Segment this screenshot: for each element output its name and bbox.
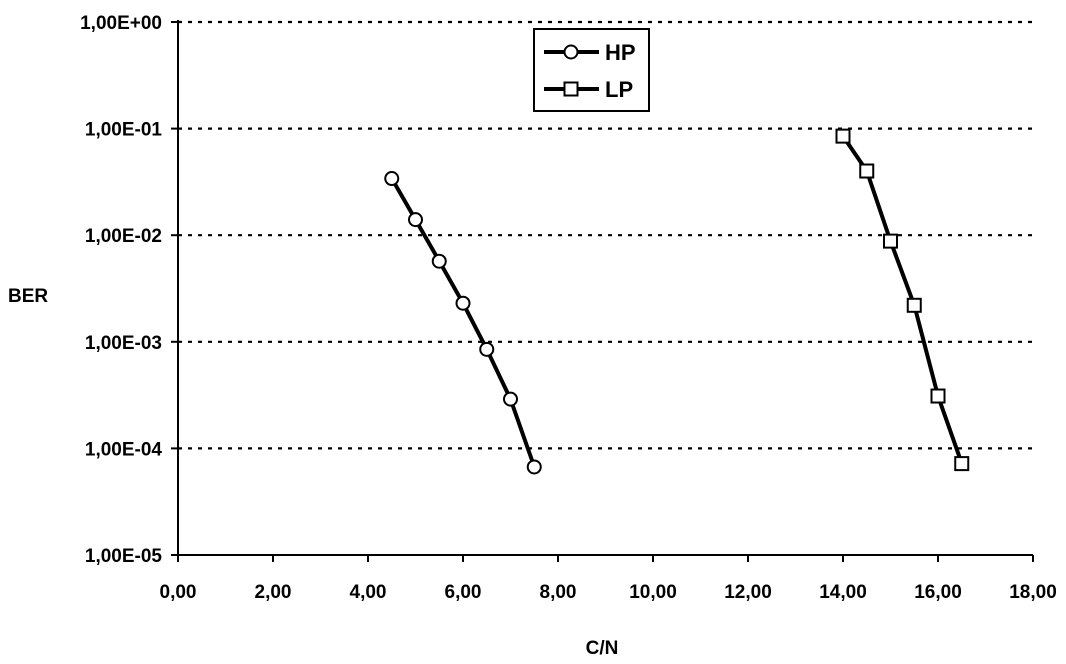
series — [384, 128, 970, 475]
x-tick-label: 0,00 — [160, 582, 197, 603]
data-point-lp — [835, 128, 851, 144]
legend-marker-hp — [563, 44, 579, 60]
series-line-lp — [841, 134, 964, 465]
data-point-hp — [526, 459, 542, 475]
y-tick-label: 1,00E-05 — [85, 546, 163, 567]
x-tick-label: 8,00 — [540, 582, 577, 603]
legend: HP LP — [533, 28, 650, 112]
y-tick-label: 1,00E+00 — [80, 13, 162, 34]
x-tick-label: 6,00 — [445, 582, 482, 603]
x-tick-label: 2,00 — [255, 582, 292, 603]
x-tick-label: 16,00 — [914, 582, 962, 603]
y-tick-label: 1,00E-02 — [85, 226, 162, 247]
legend-marker-lp — [563, 81, 579, 97]
data-point-lp — [883, 233, 898, 249]
data-point-hp — [455, 295, 471, 311]
x-tick-label: 12,00 — [724, 582, 772, 603]
data-point-hp — [503, 391, 518, 407]
axes: 1,00E+00 1,00E-01 1,00E-02 1,00E-03 1,00E-04… — [80, 13, 1057, 603]
x-tick-label: 18,00 — [1009, 582, 1057, 603]
y-tick-label: 1,00E-01 — [85, 120, 163, 141]
x-tick-label: 14,00 — [819, 582, 867, 603]
data-point-lp — [859, 163, 875, 179]
series-hp — [384, 171, 542, 475]
x-tick-label: 4,00 — [350, 582, 387, 603]
data-point-hp — [479, 341, 495, 357]
legend-label-hp: HP — [605, 40, 636, 65]
data-point-hp — [384, 171, 400, 187]
legend-box — [533, 28, 650, 112]
legend-label-lp: LP — [605, 77, 633, 102]
y-tick-label: 1,00E-03 — [85, 333, 162, 354]
data-point-hp — [431, 253, 447, 269]
data-point-hp — [408, 212, 423, 228]
y-tick-label: 1,00E-04 — [85, 439, 163, 460]
data-point-lp — [906, 297, 922, 313]
x-tick-label: 10,00 — [629, 582, 677, 603]
y-axis-title: BER — [8, 286, 48, 307]
x-axis-title: C/N — [586, 638, 619, 659]
data-point-lp — [930, 388, 946, 404]
data-point-lp — [954, 456, 970, 472]
series-lp — [835, 128, 970, 472]
